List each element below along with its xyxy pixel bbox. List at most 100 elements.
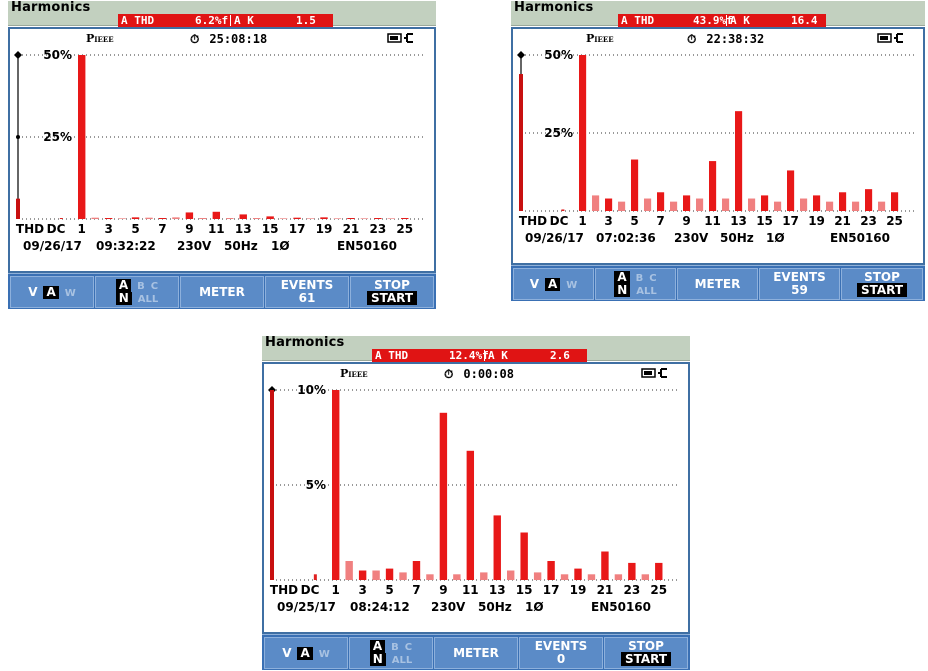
- harmonic-bar-13: [239, 214, 247, 219]
- thd-value: 6.2%f: [195, 14, 229, 27]
- mode-indicator: PIEEE: [86, 32, 114, 45]
- clock: 09:32:22: [96, 239, 156, 253]
- display-area: PIEEE ⏱ 25:08:18 50% 25% THD DC 1 3 5 7 9 11 13 15 17 19…: [8, 27, 436, 273]
- y-tick-mid: 25%: [544, 126, 573, 140]
- harmonic-bar-13: [735, 111, 743, 211]
- harmonic-bar-16: [279, 218, 288, 219]
- phase-n: N: [614, 284, 631, 297]
- phase-b: B: [391, 642, 399, 653]
- harmonic-bar-3: [605, 198, 613, 211]
- y-tick-mid: 25%: [43, 130, 72, 144]
- start-row: START: [842, 283, 922, 297]
- x-label-dc: DC: [549, 214, 569, 228]
- cursor-marker-icon[interactable]: [517, 51, 525, 59]
- harmonic-bar-2: [592, 195, 600, 211]
- events-button[interactable]: EVENTS 61: [265, 276, 349, 308]
- harmonic-bar-22: [852, 201, 860, 211]
- harmonics-screen-2: Harmonics A THD 43.9%f A K 16.4 PIEEE ⏱ 22:38:3…: [511, 0, 925, 301]
- harmonic-bar-4: [118, 218, 126, 219]
- x-label-thd: THD: [15, 222, 45, 236]
- harmonic-bar-8: [670, 201, 678, 211]
- phase-all: ALL: [137, 294, 159, 305]
- y-tick-max: 50%: [544, 49, 573, 62]
- phase-n: N: [369, 653, 386, 666]
- mid-marker-icon: [16, 135, 20, 139]
- frequency: 50Hz: [720, 231, 754, 245]
- k-value: 16.4: [791, 14, 818, 27]
- k-value: 1.5: [296, 14, 316, 27]
- x-label-1: 1: [578, 214, 587, 228]
- x-label-13: 13: [488, 583, 506, 597]
- dc-bar: [313, 574, 317, 580]
- x-label-thd: THD: [269, 583, 299, 597]
- y-tick-mid: 5%: [306, 478, 326, 492]
- x-label-19: 19: [315, 222, 333, 236]
- harmonics-svg: 50% 25%: [517, 48, 915, 212]
- status-divider: [484, 350, 485, 361]
- harmonic-bar-17: [787, 170, 795, 211]
- dc-bar: [59, 218, 63, 219]
- harmonics-chart: 10% 5%: [264, 383, 688, 582]
- battery-plug-icon: [877, 31, 907, 48]
- harmonic-bar-19: [813, 195, 821, 211]
- x-label-17: 17: [288, 222, 306, 236]
- phase: 1Ø: [525, 600, 544, 614]
- option-v: V: [529, 277, 539, 291]
- function-key-bar: V A W A B C N ALL METER EVENTS 61 STOP START: [8, 273, 436, 309]
- option-w: W: [64, 288, 76, 299]
- start-label: START: [620, 652, 672, 666]
- harmonic-bar-20: [333, 218, 342, 219]
- meter-button[interactable]: METER: [677, 268, 758, 300]
- harmonics-chart: 50% 25%: [10, 48, 434, 221]
- harmonic-bar-11: [212, 211, 221, 219]
- phase: 1Ø: [766, 231, 785, 245]
- cursor-marker-icon[interactable]: [14, 51, 22, 59]
- harmonic-bar-7: [158, 218, 167, 219]
- display-area: PIEEE ⏱ 0:00:08 10% 5% THD DC 1 3 5 7 9 11 13 15 17 19 21…: [262, 362, 690, 634]
- x-label-15: 15: [756, 214, 773, 228]
- phase-select-button[interactable]: A B C N ALL: [595, 268, 676, 300]
- elapsed-time: ⏱ 22:38:32: [687, 32, 764, 47]
- harmonic-bar-10: [453, 574, 461, 580]
- x-label-17: 17: [542, 583, 560, 597]
- meter-label: METER: [453, 646, 499, 660]
- stop-start-button[interactable]: STOP START: [604, 637, 688, 669]
- meter-button[interactable]: METER: [180, 276, 264, 308]
- harmonic-bar-4: [372, 570, 380, 580]
- x-label-5: 5: [385, 583, 394, 597]
- x-label-11: 11: [461, 583, 479, 597]
- harmonic-bar-1: [332, 390, 340, 580]
- harmonic-bar-16: [774, 201, 782, 211]
- phase: 1Ø: [271, 239, 290, 253]
- events-button[interactable]: EVENTS 0: [519, 637, 603, 669]
- status-divider: [726, 15, 727, 26]
- harmonics-screen-1: Harmonics A THD 6.2%f A K 1.5 PIEEE ⏱ 25:08:18 5…: [8, 0, 436, 309]
- events-button[interactable]: EVENTS 59: [759, 268, 840, 300]
- harmonic-bar-14: [507, 570, 515, 580]
- stop-start-button[interactable]: STOP START: [350, 276, 434, 308]
- meter-button[interactable]: METER: [434, 637, 518, 669]
- x-label-21: 21: [834, 214, 851, 228]
- stop-label: STOP: [628, 639, 664, 653]
- events-count: 59: [791, 283, 808, 297]
- stop-start-button[interactable]: STOP START: [841, 268, 923, 300]
- stop-label: STOP: [864, 270, 900, 284]
- function-key-bar: V A W A B C N ALL METER EVENTS 59 STOP START: [511, 265, 925, 301]
- x-label-23: 23: [623, 583, 641, 597]
- elapsed-time: ⏱ 0:00:08: [444, 367, 514, 382]
- harmonic-bar-6: [145, 217, 153, 219]
- harmonic-bar-7: [412, 561, 421, 580]
- status-divider: [230, 15, 231, 26]
- phase-a: A: [115, 279, 132, 292]
- phase-b: B: [635, 273, 644, 284]
- phase-select-button[interactable]: A B C N ALL: [95, 276, 179, 308]
- x-label-19: 19: [808, 214, 825, 228]
- x-label-5: 5: [131, 222, 140, 236]
- phase-select-button[interactable]: A B C N ALL: [349, 637, 433, 669]
- k-label: A K: [488, 349, 508, 362]
